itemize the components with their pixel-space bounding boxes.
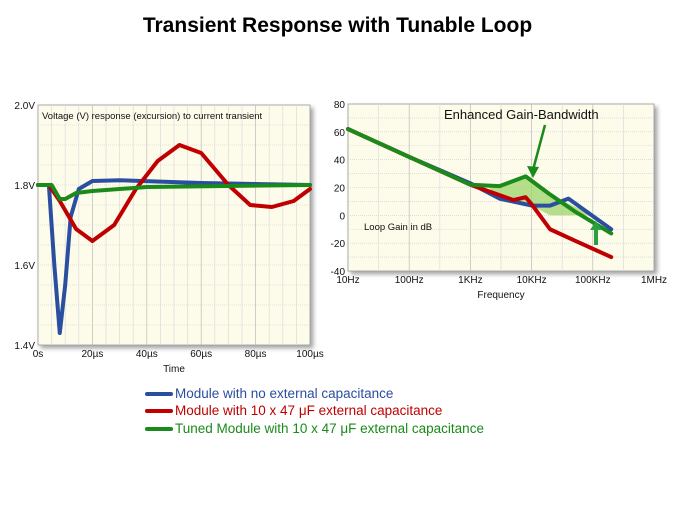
gain-arrowhead bbox=[590, 221, 602, 230]
x-tick-label: 10Hz bbox=[336, 275, 359, 286]
legend-label: Module with 10 x 47 μF external capacita… bbox=[175, 403, 443, 418]
legend-swatch bbox=[145, 408, 173, 413]
slide-title: Transient Response with Tunable Loop bbox=[142, 14, 533, 37]
legend-swatch bbox=[145, 426, 173, 431]
series-line-2 bbox=[346, 127, 614, 236]
annotation-arrowhead bbox=[527, 166, 539, 178]
x-tick-label: 20µs bbox=[81, 349, 103, 360]
x-tick-label: 60µs bbox=[190, 349, 212, 360]
chart-title: Loop Gain in dB bbox=[364, 222, 432, 233]
series-line-1 bbox=[36, 143, 312, 243]
y-tick-label: 1.8V bbox=[14, 181, 35, 192]
chart-title: Voltage (V) response (excursion) to curr… bbox=[42, 111, 263, 122]
legend-item-tuned: Tuned Module with 10 x 47 μF external ca… bbox=[145, 421, 484, 436]
y-tick-label: 20 bbox=[334, 184, 346, 195]
y-tick-label: 80 bbox=[334, 100, 346, 111]
y-tick-label: -20 bbox=[331, 239, 346, 250]
legend-swatch bbox=[145, 391, 173, 396]
x-tick-label: 0s bbox=[33, 349, 44, 360]
x-tick-label: 40µs bbox=[136, 349, 158, 360]
x-tick-label: 1KHz bbox=[458, 275, 482, 286]
legend-item-ext-cap: Module with 10 x 47 μF external capacita… bbox=[145, 403, 442, 418]
x-tick-label: 80µs bbox=[245, 349, 267, 360]
x-tick-label: 100KHz bbox=[575, 275, 611, 286]
legend-item-no-cap: Module with no external capacitance bbox=[145, 386, 393, 401]
annotation-arrow bbox=[531, 124, 547, 171]
x-axis-label: Time bbox=[163, 364, 185, 375]
x-tick-label: 100µs bbox=[296, 349, 323, 360]
legend-label: Tuned Module with 10 x 47 μF external ca… bbox=[175, 421, 484, 436]
y-tick-label: 60 bbox=[334, 128, 346, 139]
series-line-2 bbox=[36, 183, 312, 201]
x-tick-label: 10KHz bbox=[517, 275, 547, 286]
y-tick-label: 2.0V bbox=[14, 101, 35, 112]
y-tick-label: 1.6V bbox=[14, 261, 35, 272]
x-axis-label: Frequency bbox=[477, 290, 524, 301]
x-tick-label: 1MHz bbox=[641, 275, 667, 286]
y-tick-label: 40 bbox=[334, 156, 346, 167]
y-tick-label: -40 bbox=[331, 267, 346, 278]
x-tick-label: 100Hz bbox=[395, 275, 424, 286]
y-tick-label: 1.4V bbox=[14, 341, 35, 352]
y-tick-label: 0 bbox=[339, 211, 345, 222]
annotation-label: Enhanced Gain-Bandwidth bbox=[444, 107, 599, 122]
legend-label: Module with no external capacitance bbox=[175, 386, 394, 401]
